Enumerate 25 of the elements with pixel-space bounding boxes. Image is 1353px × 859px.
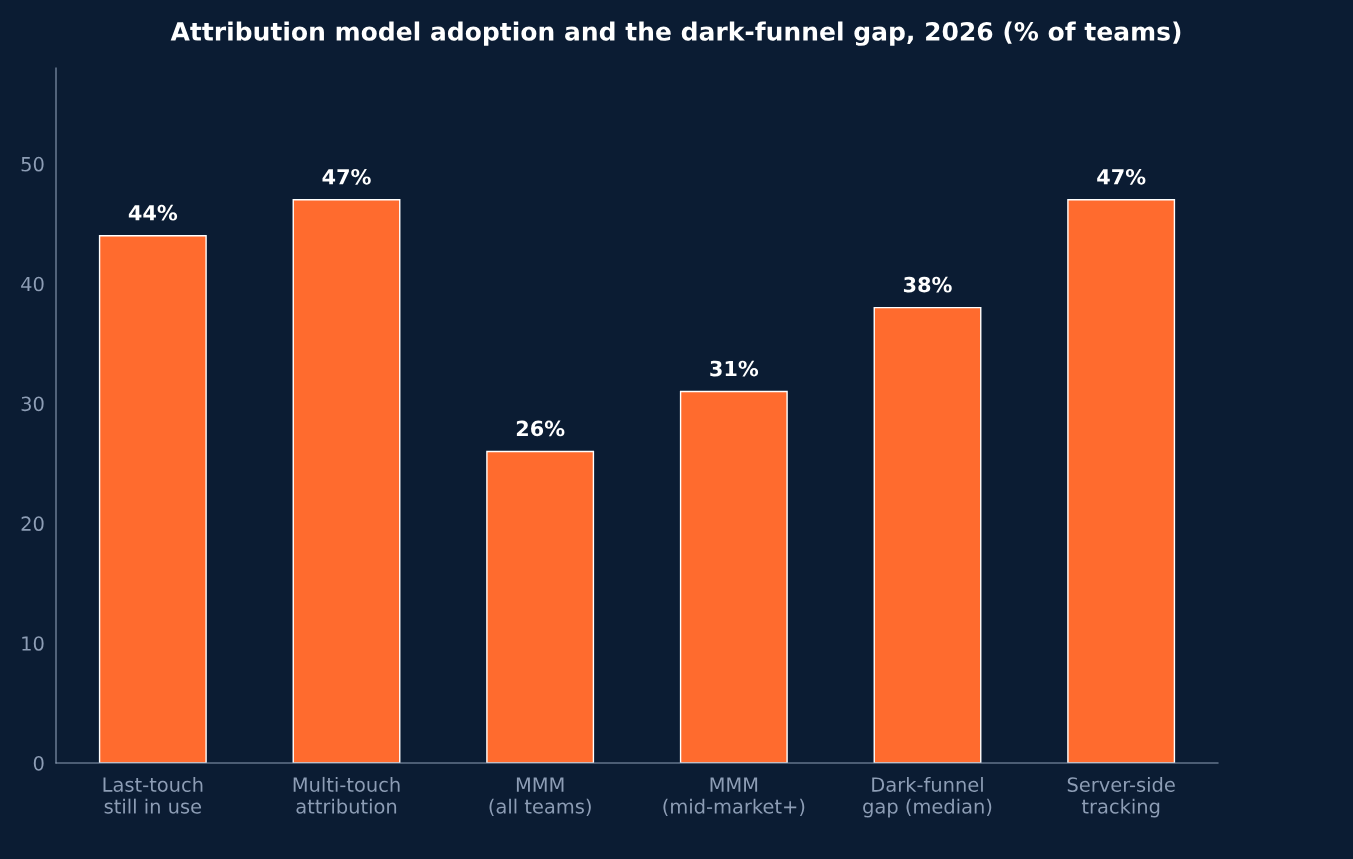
bar: [486, 450, 595, 763]
bar: [292, 199, 401, 763]
x-tick-label: Server-side tracking: [1067, 776, 1175, 818]
y-tick-label: 0: [33, 755, 44, 771]
y-tick-label: 20: [21, 516, 44, 532]
data-label: 31%: [710, 360, 759, 377]
bar: [873, 306, 982, 763]
y-tick-label: 50: [21, 156, 44, 172]
data-label: 47%: [322, 168, 371, 185]
x-tick-label: Dark-funnel gap (median): [863, 776, 992, 818]
bar: [1067, 199, 1176, 763]
bar: [679, 390, 788, 763]
y-tick-label: 30: [21, 396, 44, 412]
x-tick-label: Multi-touch attribution: [293, 776, 400, 814]
x-tick-label: MMM (mid-market+): [663, 777, 805, 816]
data-label: 26%: [516, 420, 565, 437]
bar: [98, 235, 207, 763]
chart-title: Attribution model adoption and the dark-funnel gap, 2026 (% of teams): [170, 21, 1181, 46]
y-tick-label: 40: [21, 276, 44, 292]
data-label: 44%: [128, 204, 178, 221]
data-label: 47%: [1097, 168, 1146, 185]
y-tick-label: 10: [22, 636, 44, 651]
x-tick-label: MMM (all teams): [489, 777, 591, 816]
data-label: 38%: [903, 276, 952, 293]
x-tick-label: Last-touch still in use: [103, 776, 203, 814]
